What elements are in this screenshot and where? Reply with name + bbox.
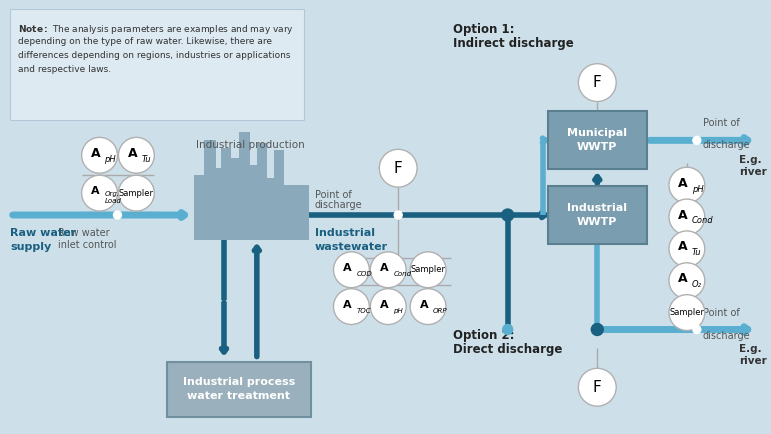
Circle shape — [669, 295, 705, 330]
Text: A: A — [127, 147, 137, 160]
Circle shape — [693, 136, 701, 145]
Text: COD: COD — [356, 271, 372, 277]
FancyBboxPatch shape — [274, 150, 284, 190]
Polygon shape — [194, 158, 308, 185]
Text: A: A — [343, 299, 352, 309]
Text: river: river — [739, 356, 766, 366]
FancyBboxPatch shape — [547, 112, 647, 169]
Text: A: A — [678, 208, 688, 221]
Text: ORP: ORP — [433, 308, 448, 314]
Text: and respective laws.: and respective laws. — [18, 65, 111, 74]
Text: O₂: O₂ — [692, 280, 702, 289]
Text: water treatment: water treatment — [187, 391, 291, 401]
Circle shape — [370, 289, 406, 325]
Circle shape — [693, 326, 701, 333]
Text: discharge: discharge — [703, 140, 750, 150]
Text: pH: pH — [105, 155, 116, 164]
Text: pH: pH — [393, 308, 403, 314]
Text: F: F — [394, 161, 402, 176]
Text: WWTP: WWTP — [577, 217, 618, 227]
Text: Point of: Point of — [703, 118, 739, 128]
Text: Tu: Tu — [141, 155, 151, 164]
Text: A: A — [91, 186, 100, 196]
Text: A: A — [343, 263, 352, 273]
Circle shape — [503, 325, 513, 335]
Text: differences depending on regions, industries or applications: differences depending on regions, indust… — [18, 51, 291, 60]
Circle shape — [410, 289, 446, 325]
Circle shape — [669, 199, 705, 235]
Text: WWTP: WWTP — [577, 142, 618, 152]
Text: Sampler: Sampler — [119, 189, 154, 197]
Circle shape — [578, 368, 616, 406]
Text: A: A — [678, 240, 688, 253]
Circle shape — [370, 252, 406, 288]
Circle shape — [502, 209, 513, 221]
Text: wastewater: wastewater — [315, 242, 388, 252]
Text: Raw water: Raw water — [58, 228, 109, 238]
Text: TOC: TOC — [356, 308, 371, 314]
Text: Sampler: Sampler — [669, 308, 705, 317]
Circle shape — [578, 64, 616, 102]
Text: E.g.: E.g. — [739, 345, 761, 355]
Text: Option 1:: Option 1: — [453, 23, 514, 36]
Text: $\bf{Note:}$ The analysis parameters are examples and may vary: $\bf{Note:}$ The analysis parameters are… — [18, 23, 294, 36]
Text: Point of: Point of — [315, 190, 352, 200]
Text: supply: supply — [10, 242, 51, 252]
Text: F: F — [593, 380, 601, 395]
Text: Option 2:: Option 2: — [453, 329, 514, 342]
Circle shape — [119, 175, 154, 211]
Text: Industrial: Industrial — [315, 228, 375, 238]
Text: Direct discharge: Direct discharge — [453, 343, 562, 356]
Circle shape — [394, 211, 402, 219]
Text: pH: pH — [692, 184, 703, 194]
Text: A: A — [91, 147, 100, 160]
Circle shape — [119, 138, 154, 173]
Circle shape — [334, 252, 369, 288]
Circle shape — [379, 149, 417, 187]
Circle shape — [410, 252, 446, 288]
Text: depending on the type of raw water. Likewise, there are: depending on the type of raw water. Like… — [18, 37, 272, 46]
Text: A: A — [678, 272, 688, 285]
Circle shape — [82, 138, 117, 173]
Text: Industrial: Industrial — [567, 203, 628, 213]
Text: A: A — [419, 299, 429, 309]
Text: A: A — [380, 263, 389, 273]
Circle shape — [113, 211, 122, 219]
FancyBboxPatch shape — [10, 9, 304, 121]
Circle shape — [82, 175, 117, 211]
Text: Tu: Tu — [692, 248, 702, 257]
Text: discharge: discharge — [315, 200, 362, 210]
Circle shape — [591, 323, 603, 335]
Text: F: F — [593, 75, 601, 90]
Circle shape — [669, 263, 705, 299]
FancyBboxPatch shape — [239, 132, 250, 189]
Text: river: river — [739, 167, 766, 177]
FancyBboxPatch shape — [257, 143, 267, 190]
Text: Cond: Cond — [692, 217, 713, 226]
FancyBboxPatch shape — [204, 140, 216, 190]
Text: Industrial process: Industrial process — [183, 377, 295, 387]
FancyBboxPatch shape — [194, 185, 308, 240]
Text: Indirect discharge: Indirect discharge — [453, 37, 574, 50]
Text: Industrial production: Industrial production — [197, 140, 305, 150]
Text: Municipal: Municipal — [567, 128, 628, 138]
Text: Cond: Cond — [393, 271, 412, 277]
Circle shape — [334, 289, 369, 325]
Text: inlet control: inlet control — [58, 240, 116, 250]
FancyBboxPatch shape — [221, 148, 231, 190]
Text: Point of: Point of — [703, 308, 739, 318]
Circle shape — [669, 167, 705, 203]
FancyBboxPatch shape — [547, 186, 647, 244]
Circle shape — [669, 231, 705, 267]
Text: Org.
Load: Org. Load — [105, 191, 121, 204]
Text: A: A — [678, 177, 688, 190]
Text: discharge: discharge — [703, 332, 750, 342]
Text: Raw water: Raw water — [10, 228, 76, 238]
Text: E.g.: E.g. — [739, 155, 761, 165]
FancyBboxPatch shape — [167, 362, 311, 417]
Text: A: A — [380, 299, 389, 309]
Text: Sampler: Sampler — [410, 265, 446, 274]
